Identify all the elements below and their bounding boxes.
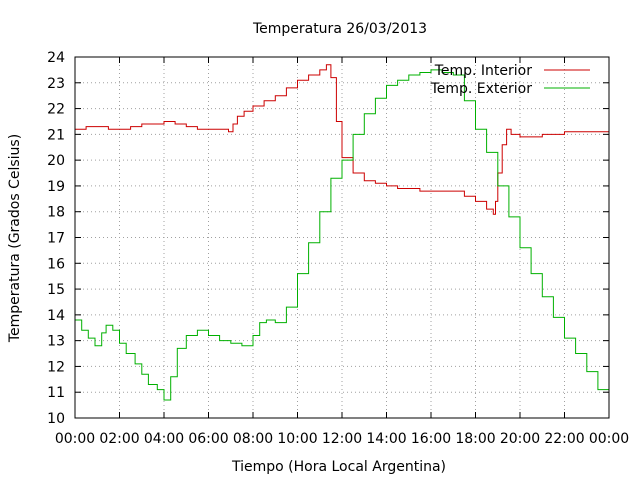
- axis-ticks: [74, 56, 610, 419]
- y-tick-label: 19: [47, 179, 65, 195]
- y-tick-label: 10: [47, 411, 65, 427]
- y-tick-labels: 10 11 12 13 14 15 16 17 18 19 20 21 22 23 24: [47, 50, 65, 427]
- legend: Temp. Interior Temp. Exterior: [430, 63, 590, 97]
- x-tick-label: 08:00: [233, 431, 273, 447]
- y-tick-label: 21: [47, 127, 65, 143]
- y-tick-label: 13: [47, 334, 65, 350]
- x-tick-label: 22:00: [544, 431, 584, 447]
- x-tick-label: 12:00: [322, 431, 362, 447]
- legend-label-temp-exterior: Temp. Exterior: [430, 81, 533, 97]
- x-tick-label: 04:00: [144, 431, 184, 447]
- x-tick-label: 20:00: [500, 431, 540, 447]
- x-tick-label: 00:00: [589, 431, 629, 447]
- legend-label-temp-interior: Temp. Interior: [434, 63, 533, 79]
- y-tick-label: 20: [47, 153, 65, 169]
- x-tick-labels: 00:00 02:00 04:00 06:00 08:00 10:00 12:00 14:00…: [55, 431, 629, 447]
- x-tick-label: 18:00: [455, 431, 495, 447]
- x-tick-label: 16:00: [411, 431, 451, 447]
- chart-title: Temperatura 26/03/2013: [252, 21, 427, 37]
- y-tick-label: 18: [47, 205, 65, 221]
- y-tick-label: 14: [47, 308, 65, 324]
- y-tick-label: 17: [47, 231, 65, 247]
- y-tick-label: 16: [47, 256, 65, 272]
- x-tick-label: 06:00: [188, 431, 228, 447]
- series-lines: [75, 64, 610, 401]
- y-tick-label: 15: [47, 282, 65, 298]
- series-line-temp-interior: [75, 64, 609, 215]
- series-line-temp-exterior: [75, 69, 610, 401]
- y-tick-label: 23: [47, 76, 65, 92]
- x-axis-label: Tiempo (Hora Local Argentina): [231, 459, 446, 475]
- grid: [75, 57, 609, 418]
- y-tick-label: 24: [47, 50, 65, 66]
- x-tick-label: 00:00: [55, 431, 95, 447]
- x-tick-label: 14:00: [366, 431, 406, 447]
- y-axis-label: Temperatura (Grados Celsius): [7, 134, 23, 343]
- y-tick-label: 11: [47, 385, 65, 401]
- x-tick-label: 10:00: [277, 431, 317, 447]
- y-tick-label: 22: [47, 102, 65, 118]
- y-tick-label: 12: [47, 359, 65, 375]
- x-tick-label: 02:00: [99, 431, 139, 447]
